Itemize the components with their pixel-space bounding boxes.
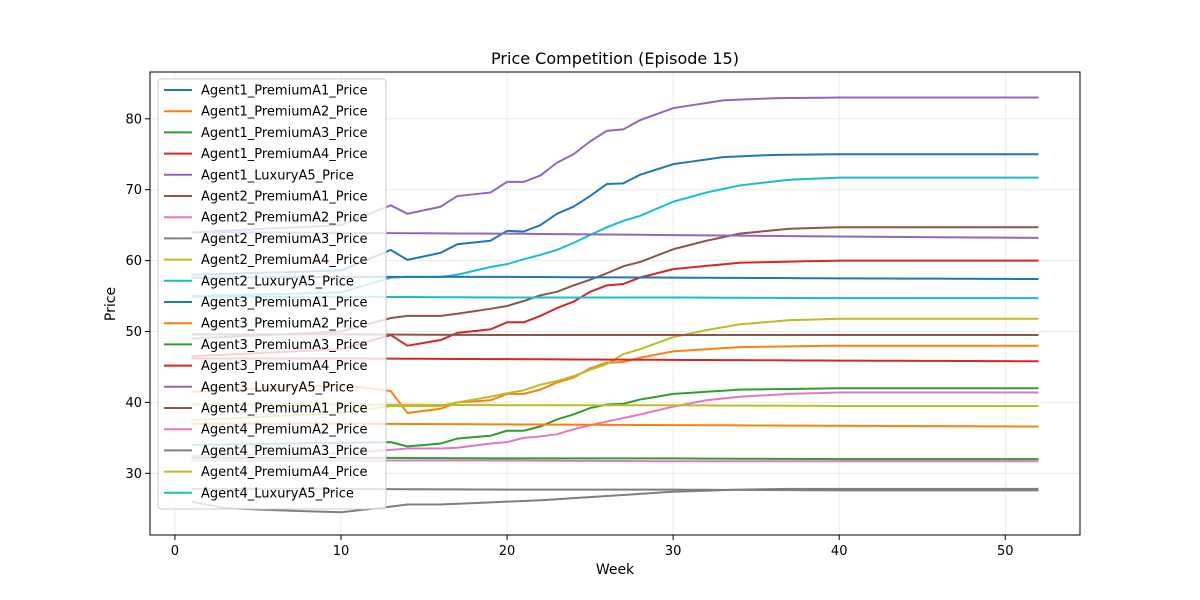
y-axis-ticks: 30 40 50 60 70 80 xyxy=(125,112,150,482)
y-axis-label: Price xyxy=(103,287,119,321)
legend-entry: Agent3_PremiumA4_Price xyxy=(201,359,367,374)
legend-box xyxy=(157,78,387,510)
plot-frame xyxy=(149,71,1081,536)
legend-entry: Agent3_PremiumA2_Price xyxy=(201,317,367,332)
x-axis-label: Week xyxy=(596,562,635,578)
legend-entry: Agent3_PremiumA3_Price xyxy=(201,338,367,353)
legend-entry: Agent4_PremiumA1_Price xyxy=(201,402,367,417)
legend: Agent1_PremiumA1_Price Agent1_PremiumA2_P… xyxy=(157,78,387,510)
legend-entry: Agent1_LuxuryA5_Price xyxy=(201,168,354,183)
x-tick-label: 50 xyxy=(997,544,1014,559)
legend-entry: Agent2_LuxuryA5_Price xyxy=(201,274,354,289)
legend-entry: Agent1_PremiumA2_Price xyxy=(201,105,367,120)
legend-entry: Agent3_LuxuryA5_Price xyxy=(201,380,354,395)
legend-entry: Agent4_PremiumA4_Price xyxy=(201,465,367,480)
y-tick-label: 40 xyxy=(125,396,142,411)
chart-title: Price Competition (Episode 15) xyxy=(491,49,739,68)
x-axis-ticks: 0 10 20 30 40 50 xyxy=(171,535,1014,559)
legend-entry: Agent3_PremiumA1_Price xyxy=(201,296,367,311)
y-tick-label: 70 xyxy=(125,183,142,198)
x-tick-label: 30 xyxy=(665,544,682,559)
y-tick-label: 30 xyxy=(125,467,142,482)
y-tick-label: 80 xyxy=(125,112,142,127)
legend-entry: Agent2_PremiumA2_Price xyxy=(201,211,367,226)
y-tick-label: 50 xyxy=(125,325,142,340)
legend-entry: Agent4_LuxuryA5_Price xyxy=(201,486,354,501)
legend-entry: Agent2_PremiumA3_Price xyxy=(201,232,367,247)
legend-entry: Agent2_PremiumA4_Price xyxy=(201,253,367,268)
legend-entry: Agent1_PremiumA4_Price xyxy=(201,147,367,162)
x-tick-label: 20 xyxy=(499,544,516,559)
x-tick-label: 0 xyxy=(171,544,179,559)
x-tick-label: 10 xyxy=(333,544,350,559)
x-tick-label: 40 xyxy=(831,544,848,559)
y-tick-label: 60 xyxy=(125,254,142,269)
legend-entry: Agent4_PremiumA3_Price xyxy=(201,444,367,459)
legend-entry: Agent1_PremiumA1_Price xyxy=(201,84,367,99)
series-line-8 xyxy=(191,487,1039,514)
legend-entry: Agent1_PremiumA3_Price xyxy=(201,126,367,141)
legend-entry: Agent4_PremiumA2_Price xyxy=(201,423,367,438)
legend-entry: Agent2_PremiumA1_Price xyxy=(201,190,367,205)
